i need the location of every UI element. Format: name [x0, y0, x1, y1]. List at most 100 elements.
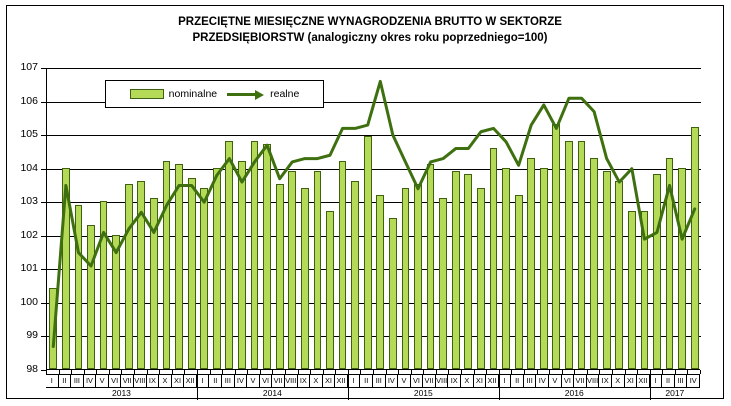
x-tick: [46, 370, 47, 374]
x-axis-month-label: V: [398, 375, 411, 387]
y-axis-label-106: 106: [20, 94, 38, 107]
x-axis-year-label-2013: 2013: [112, 388, 131, 398]
gridline-102: [47, 235, 701, 237]
x-tick: [159, 370, 161, 374]
chart-legend: nominalne realne: [105, 80, 324, 108]
x-axis-month-labels: I II III IV V VI VII VIII IX X XI XII I II III IV V VI VII…: [46, 374, 700, 388]
x-axis-year-label-2015: 2015: [413, 388, 433, 398]
x-axis-month-label: XI: [474, 375, 487, 387]
gridline-107: [47, 68, 701, 69]
x-tick: [549, 370, 551, 374]
x-axis-month-label: II: [511, 375, 524, 387]
x-tick: [373, 370, 374, 374]
y-tick-105: [41, 135, 47, 137]
x-tick: [335, 370, 337, 374]
x-tick: [649, 370, 651, 374]
x-tick: [461, 370, 463, 374]
gridline-101: [47, 269, 701, 271]
x-axis-month-label: V: [549, 375, 562, 387]
x-axis-month-label: VIII: [285, 375, 298, 387]
x-axis-month-label: XI: [625, 375, 638, 387]
x-axis-month-label: VI: [260, 375, 273, 387]
x-tick: [398, 370, 400, 374]
x-tick: [108, 370, 110, 374]
y-axis-label-103: 103: [20, 195, 38, 208]
x-axis-month-label: I: [499, 375, 512, 387]
x-axis-month-label: IX: [147, 375, 160, 387]
bar: [175, 164, 183, 369]
bar: [388, 218, 397, 369]
line-arrow-swatch-icon: [227, 89, 265, 100]
bar: [514, 194, 523, 369]
x-tick: [83, 370, 85, 374]
x-axis-month-label: IV: [386, 375, 399, 387]
bar: [61, 167, 70, 369]
bar: [363, 135, 372, 369]
x-tick: [171, 370, 173, 374]
x-tick: [196, 370, 198, 374]
y-tick-101: [41, 269, 47, 271]
y-axis-label-98: 98: [26, 363, 38, 375]
x-axis-month-label: XII: [335, 375, 348, 387]
bar: [212, 167, 221, 369]
x-tick: [121, 370, 123, 374]
x-tick: [184, 370, 186, 374]
x-tick: [687, 370, 689, 374]
bar: [275, 184, 284, 369]
x-axis-month-label: II: [210, 375, 223, 387]
x-tick: [486, 370, 488, 374]
x-tick: [586, 370, 588, 374]
bar: [527, 157, 536, 369]
title-line-1: PRZECIĘTNE MIESIĘCZNE WYNAGRODZENIA BRUT…: [178, 16, 562, 28]
gridline-105: [47, 135, 701, 137]
x-tick: [297, 370, 299, 374]
year-separator: [347, 374, 349, 400]
y-tick-99: [41, 336, 47, 338]
x-axis-month-label: XI: [172, 375, 185, 387]
x-tick: [511, 370, 513, 374]
gridline-104: [47, 168, 701, 170]
x-axis-month-label: V: [247, 375, 260, 387]
x-axis-month-label: IX: [599, 375, 612, 387]
x-axis-month-label: III: [675, 375, 688, 387]
gridline-103: [47, 202, 701, 204]
x-axis-month-label: II: [662, 375, 675, 387]
x-axis-month-label: IX: [448, 375, 462, 387]
bar-swatch-icon: [129, 89, 164, 99]
bar: [99, 201, 108, 369]
x-axis-month-label: XII: [486, 375, 499, 387]
x-axis-month-label: XII: [184, 375, 197, 387]
x-tick: [599, 370, 601, 374]
x-axis-month-label: VII: [121, 375, 135, 387]
x-axis-month-label: II: [59, 375, 72, 387]
bar: [187, 177, 196, 369]
x-axis-month-label: IV: [235, 375, 248, 387]
bar: [162, 160, 171, 369]
bar: [250, 140, 259, 369]
bar: [414, 184, 422, 369]
x-axis-month-label: VI: [411, 375, 424, 387]
y-axis-label-104: 104: [20, 161, 38, 174]
legend-item-realne: realne: [227, 88, 299, 100]
bar: [577, 140, 586, 369]
x-tick: [96, 370, 98, 374]
bar: [439, 197, 448, 369]
x-axis-month-label: X: [310, 375, 323, 387]
x-axis-month-label: IV: [537, 375, 550, 387]
y-tick-102: [41, 235, 47, 237]
x-tick: [385, 370, 387, 374]
y-axis-label-99: 99: [26, 329, 38, 342]
y-axis-label-100: 100: [20, 295, 38, 308]
bar: [338, 160, 347, 369]
bar: [137, 181, 146, 369]
x-axis-month-label: XI: [323, 375, 336, 387]
bar: [477, 187, 485, 369]
x-tick: [71, 370, 73, 374]
x-axis-month-label: I: [46, 375, 59, 387]
x-axis-month-label: XII: [637, 375, 650, 387]
x-tick: [637, 370, 639, 374]
x-tick: [435, 370, 437, 374]
x-axis-year-label-2017: 2017: [665, 388, 685, 398]
bar: [665, 157, 674, 369]
